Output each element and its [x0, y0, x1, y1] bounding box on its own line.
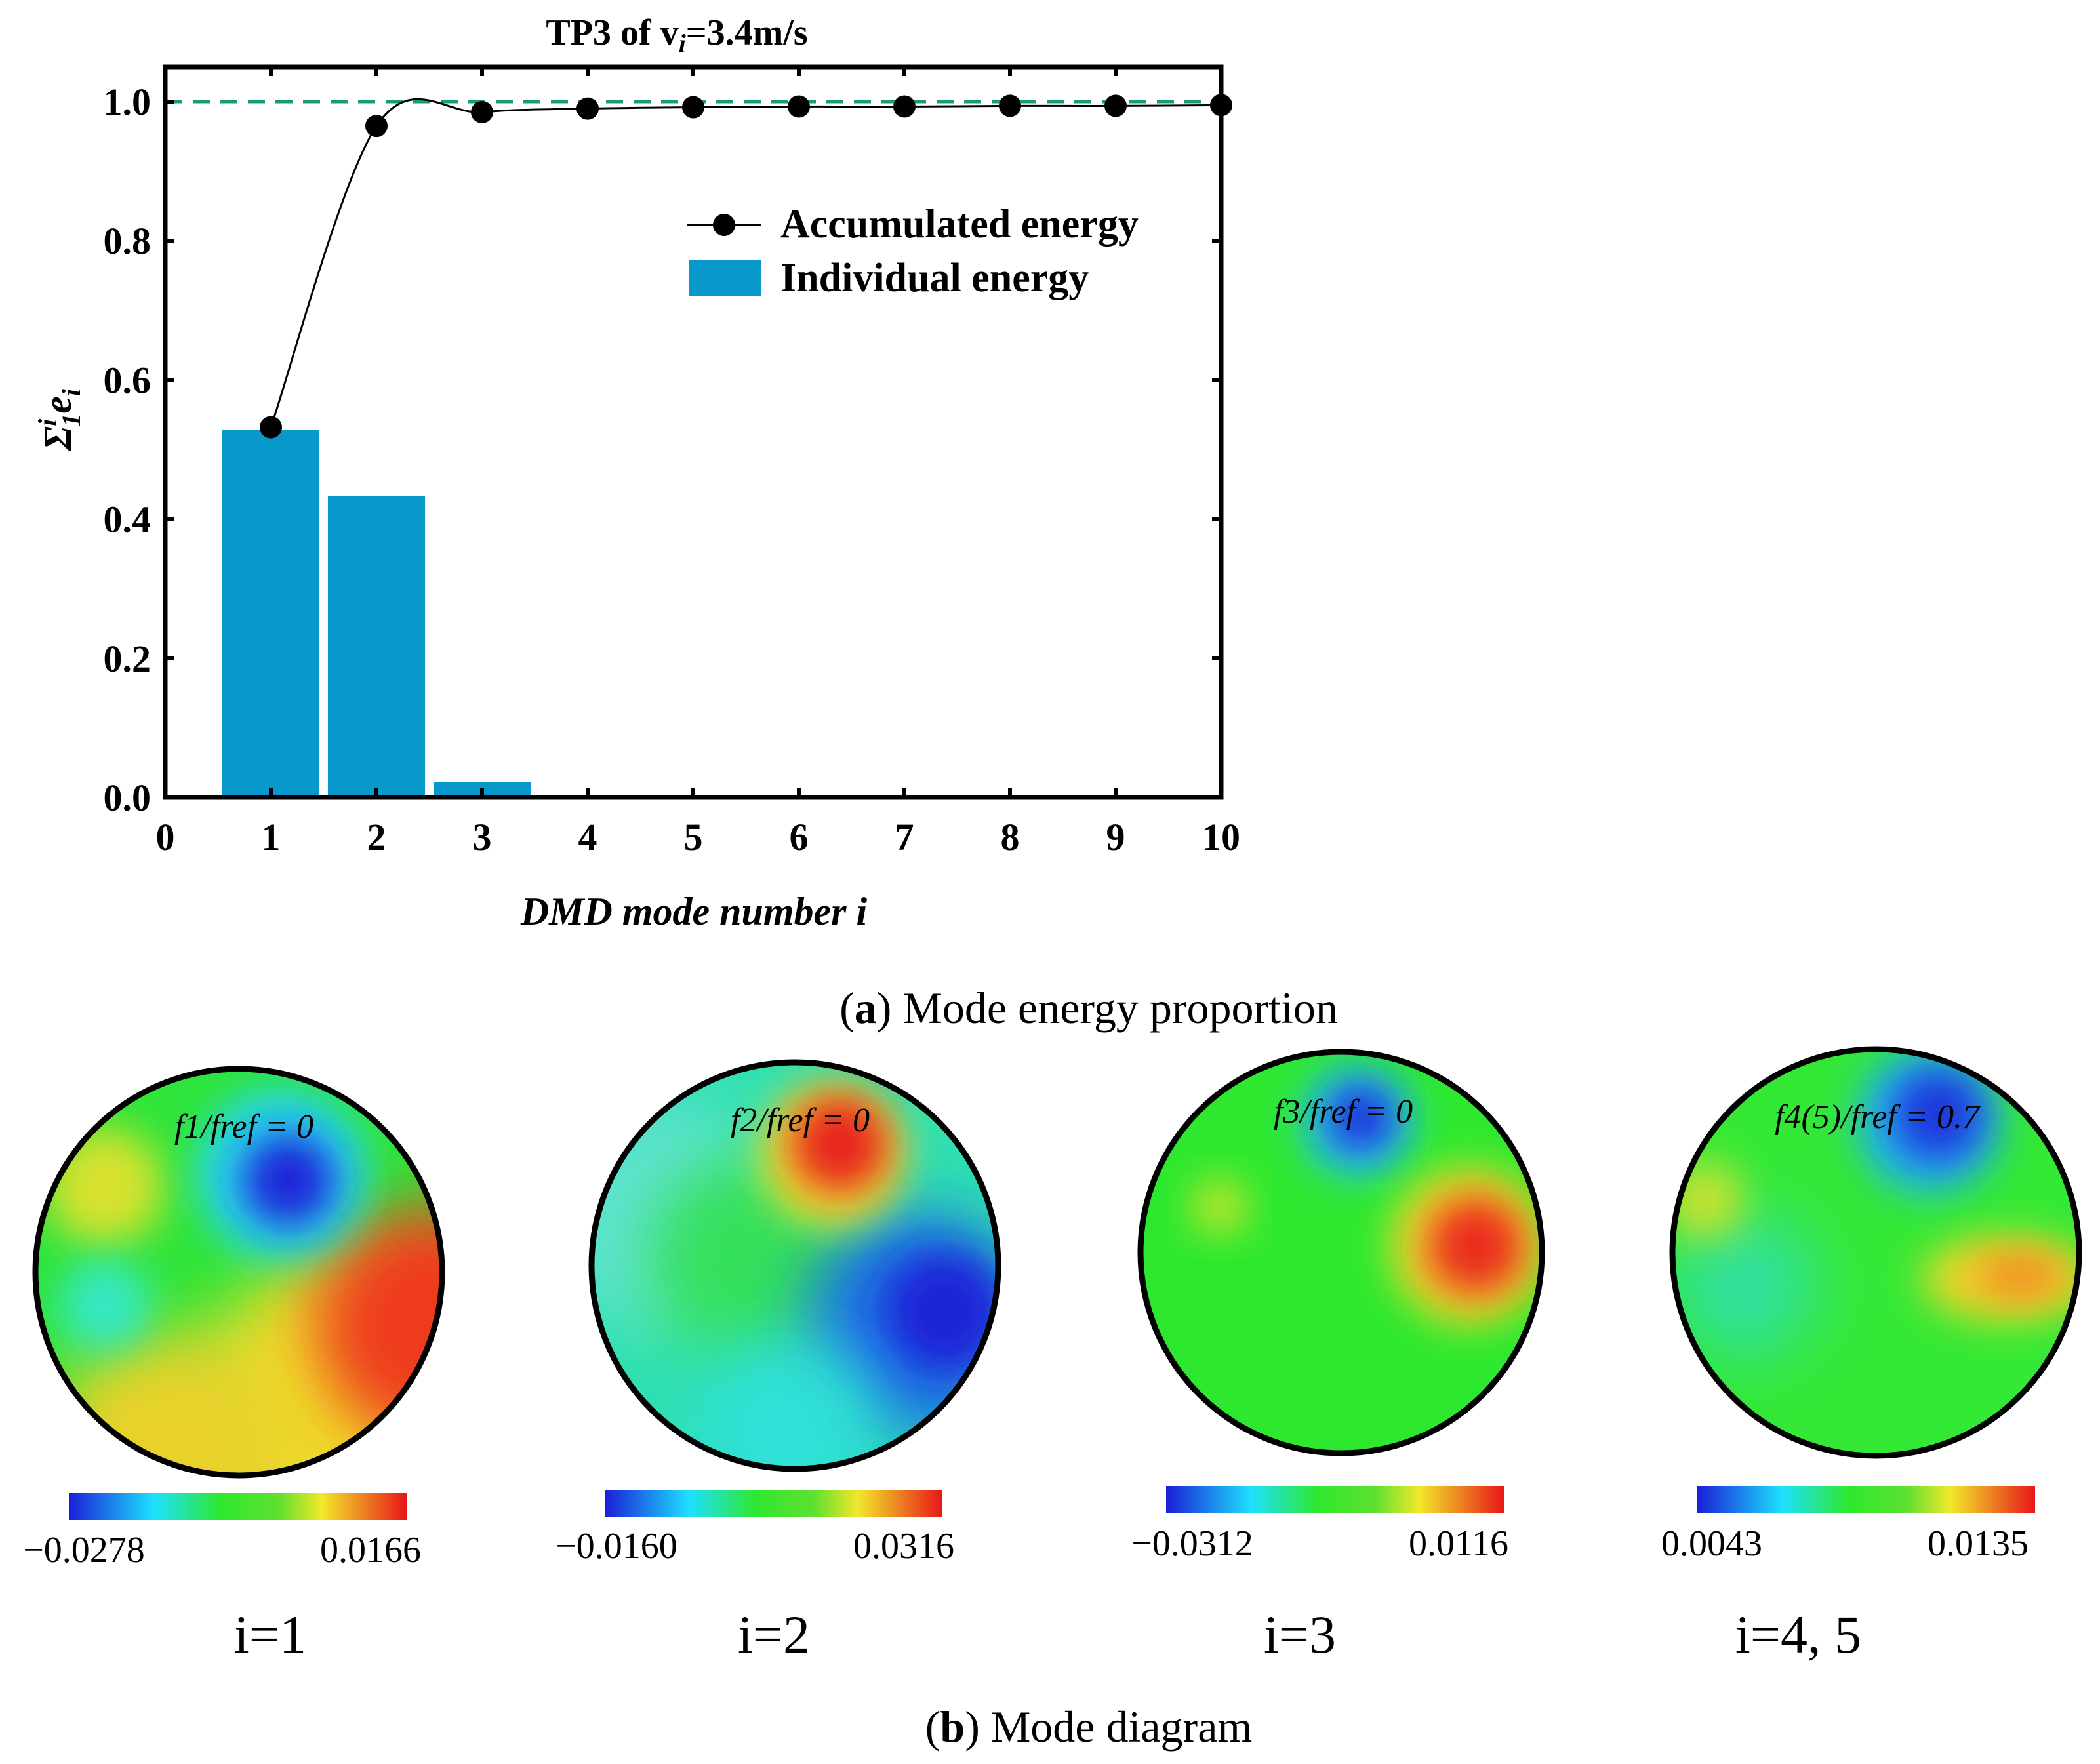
mode-diagram-1: f1/fref = 0 −0.0278 0.0166 i=1 — [23, 1066, 445, 1664]
x-axis-label: DMD mode number i — [520, 890, 868, 933]
mode-diagram-2: f2/fref = 0 −0.0160 0.0316 i=2 — [555, 1059, 1001, 1664]
y-tick-label: 0.2 — [104, 637, 151, 680]
x-tick-label: 8 — [1001, 816, 1020, 858]
point-mode-9 — [1104, 94, 1127, 117]
x-tick-labels: 0 1 2 3 4 5 6 7 8 9 10 — [156, 816, 1241, 858]
mode-1-cb-max: 0.0166 — [320, 1530, 421, 1571]
x-tick-label: 9 — [1106, 816, 1125, 858]
mode-2-cb-min: −0.0160 — [555, 1526, 677, 1567]
mode-4-boundary — [1669, 1046, 2082, 1459]
x-tick-label: 10 — [1202, 816, 1240, 858]
y-axis-label: Σi1ei — [33, 389, 86, 451]
mode-4-colorbar — [1697, 1486, 2035, 1513]
mode-2-boundary — [588, 1059, 1001, 1472]
x-tick-label: 6 — [790, 816, 809, 858]
mode-1-frequency-label: f1/fref = 0 — [174, 1108, 313, 1146]
x-tick-label: 3 — [473, 816, 492, 858]
mode-diagram-4: f4(5)/fref = 0.7 0.0043 0.0135 i=4, 5 — [1661, 1046, 2082, 1664]
y-tick-labels: 0.0 0.2 0.4 0.6 0.8 1.0 — [104, 81, 151, 819]
mode-3-label: i=3 — [1264, 1605, 1336, 1664]
y-tick-label: 0.6 — [104, 359, 151, 401]
mode-3-boundary — [1137, 1049, 1545, 1456]
mode-3-colorbar — [1166, 1486, 1504, 1513]
plot-frame — [163, 64, 1224, 800]
x-tick-label: 0 — [156, 816, 175, 858]
mode-1-boundary — [32, 1066, 445, 1479]
bar-mode-2 — [327, 496, 426, 797]
point-mode-4 — [576, 97, 599, 120]
point-mode-3 — [471, 100, 493, 123]
x-tick-label: 5 — [684, 816, 703, 858]
mode-4-cb-min: 0.0043 — [1661, 1523, 1762, 1564]
mode-1-label: i=1 — [234, 1605, 306, 1664]
legend-label-accumulated: Accumulated energy — [780, 202, 1139, 247]
accumulated-energy-points — [260, 94, 1232, 439]
legend-bar-swatch — [689, 260, 761, 296]
point-mode-5 — [682, 96, 704, 119]
point-mode-7 — [893, 95, 916, 118]
mode-2-label: i=2 — [738, 1605, 810, 1664]
caption-a: (a) Mode energy proportion — [839, 983, 1338, 1033]
x-tick-label: 2 — [367, 816, 386, 858]
legend-label-individual: Individual energy — [780, 256, 1089, 300]
mode-2-cb-max: 0.0316 — [853, 1526, 954, 1567]
mode-3-frequency-label: f3/fref = 0 — [1274, 1093, 1413, 1131]
mode-3-cb-min: −0.0312 — [1131, 1523, 1253, 1564]
y-tick-label: 0.4 — [104, 498, 151, 541]
y-tick-label: 0.0 — [104, 776, 151, 819]
mode-2-colorbar — [605, 1490, 942, 1517]
mode-4-frequency-label: f4(5)/fref = 0.7 — [1775, 1098, 1981, 1136]
chart-title: TP3 of vi=3.4m/s — [546, 12, 807, 58]
x-tick-label: 1 — [262, 816, 281, 858]
axis-ticks — [163, 67, 1223, 799]
bar-series — [222, 430, 531, 797]
mode-4-cb-max: 0.0135 — [1928, 1523, 2029, 1564]
caption-b: (b) Mode diagram — [925, 1702, 1253, 1752]
mode-1-cb-min: −0.0278 — [23, 1530, 145, 1571]
bar-mode-1 — [222, 430, 320, 797]
x-tick-label: 7 — [895, 816, 914, 858]
y-tick-label: 1.0 — [104, 81, 151, 123]
point-mode-8 — [999, 94, 1021, 117]
mode-4-label: i=4, 5 — [1735, 1605, 1861, 1664]
x-tick-label: 4 — [578, 816, 597, 858]
mode-3-cb-max: 0.0116 — [1409, 1523, 1508, 1564]
legend: Accumulated energy Individual energy — [687, 202, 1139, 300]
y-tick-label: 0.8 — [104, 220, 151, 262]
point-mode-6 — [788, 95, 810, 118]
energy-chart: TP3 of vi=3.4m/s 0 1 2 3 4 5 6 7 8 9 10 0.00.20.40… — [33, 12, 1338, 1033]
mode-diagram-3: f3/fref = 0 −0.0312 0.0116 i=3 — [1131, 1049, 1545, 1664]
point-mode-2 — [365, 115, 388, 138]
mode-2-frequency-label: f2/fref = 0 — [731, 1102, 870, 1139]
legend-marker-swatch — [713, 214, 735, 236]
point-mode-1 — [260, 416, 282, 439]
mode-1-colorbar — [69, 1493, 407, 1520]
